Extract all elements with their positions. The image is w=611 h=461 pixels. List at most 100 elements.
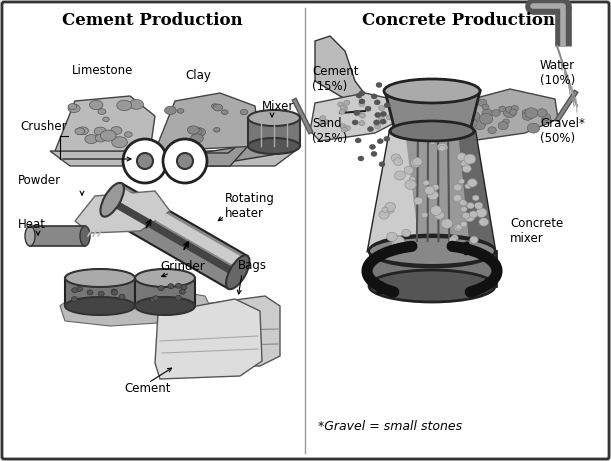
Polygon shape bbox=[155, 93, 260, 151]
Ellipse shape bbox=[375, 124, 381, 129]
Ellipse shape bbox=[527, 123, 540, 133]
Ellipse shape bbox=[111, 127, 122, 135]
Text: Concrete Production: Concrete Production bbox=[362, 12, 555, 30]
Polygon shape bbox=[114, 187, 246, 269]
Text: Bags: Bags bbox=[238, 260, 267, 272]
Ellipse shape bbox=[191, 134, 203, 143]
Ellipse shape bbox=[135, 269, 195, 287]
Ellipse shape bbox=[511, 106, 518, 111]
Ellipse shape bbox=[465, 183, 471, 189]
Ellipse shape bbox=[472, 195, 479, 201]
Polygon shape bbox=[103, 183, 247, 289]
Ellipse shape bbox=[338, 102, 344, 107]
Text: Concrete
mixer: Concrete mixer bbox=[510, 217, 563, 245]
Ellipse shape bbox=[391, 240, 402, 249]
Ellipse shape bbox=[94, 127, 106, 136]
Ellipse shape bbox=[344, 100, 350, 105]
Polygon shape bbox=[368, 131, 495, 251]
Ellipse shape bbox=[453, 195, 462, 201]
Ellipse shape bbox=[130, 100, 144, 109]
Ellipse shape bbox=[385, 202, 395, 212]
Text: Heat: Heat bbox=[18, 219, 46, 231]
Ellipse shape bbox=[112, 136, 128, 148]
Ellipse shape bbox=[180, 138, 189, 144]
Ellipse shape bbox=[390, 121, 474, 141]
Ellipse shape bbox=[464, 95, 475, 104]
Ellipse shape bbox=[384, 79, 480, 103]
Ellipse shape bbox=[345, 126, 351, 131]
Ellipse shape bbox=[359, 121, 365, 126]
Text: Rotating
heater: Rotating heater bbox=[225, 192, 275, 220]
Ellipse shape bbox=[510, 109, 517, 115]
Polygon shape bbox=[55, 96, 155, 151]
Ellipse shape bbox=[474, 121, 485, 130]
Ellipse shape bbox=[181, 285, 187, 290]
Ellipse shape bbox=[359, 101, 365, 106]
Text: Mixer: Mixer bbox=[262, 100, 295, 112]
Ellipse shape bbox=[457, 153, 467, 161]
Ellipse shape bbox=[65, 297, 135, 315]
Text: Sand
(25%): Sand (25%) bbox=[312, 117, 347, 145]
Ellipse shape bbox=[98, 291, 104, 296]
Ellipse shape bbox=[76, 286, 82, 291]
Ellipse shape bbox=[25, 226, 35, 246]
Ellipse shape bbox=[375, 121, 381, 126]
Text: Water
(10%): Water (10%) bbox=[540, 59, 575, 87]
Ellipse shape bbox=[384, 103, 390, 108]
Ellipse shape bbox=[375, 112, 381, 118]
Ellipse shape bbox=[408, 241, 414, 246]
Ellipse shape bbox=[95, 134, 106, 142]
Ellipse shape bbox=[384, 136, 390, 142]
Ellipse shape bbox=[320, 118, 326, 123]
Ellipse shape bbox=[464, 154, 476, 164]
Text: Cement Production: Cement Production bbox=[62, 12, 243, 30]
Ellipse shape bbox=[213, 104, 222, 111]
Ellipse shape bbox=[379, 211, 389, 219]
Ellipse shape bbox=[100, 130, 116, 141]
Text: Cement
(15%): Cement (15%) bbox=[312, 65, 359, 93]
Ellipse shape bbox=[427, 190, 439, 200]
Text: Crusher: Crusher bbox=[20, 119, 67, 132]
Ellipse shape bbox=[359, 113, 365, 118]
Ellipse shape bbox=[393, 158, 403, 165]
Ellipse shape bbox=[354, 111, 360, 116]
Ellipse shape bbox=[482, 104, 489, 110]
Ellipse shape bbox=[537, 109, 547, 117]
Ellipse shape bbox=[449, 236, 456, 243]
Ellipse shape bbox=[111, 289, 117, 294]
Ellipse shape bbox=[369, 235, 495, 267]
Ellipse shape bbox=[358, 156, 364, 161]
Text: Powder: Powder bbox=[18, 175, 61, 188]
Ellipse shape bbox=[469, 211, 478, 218]
Ellipse shape bbox=[98, 109, 106, 114]
Ellipse shape bbox=[221, 110, 228, 114]
Ellipse shape bbox=[393, 236, 404, 246]
Ellipse shape bbox=[175, 296, 181, 300]
Ellipse shape bbox=[137, 153, 153, 169]
Ellipse shape bbox=[498, 122, 508, 130]
Ellipse shape bbox=[461, 160, 469, 167]
Ellipse shape bbox=[340, 105, 346, 110]
Polygon shape bbox=[200, 139, 295, 166]
Ellipse shape bbox=[320, 116, 326, 121]
Ellipse shape bbox=[158, 286, 164, 290]
Text: Clay: Clay bbox=[185, 70, 211, 83]
Ellipse shape bbox=[464, 213, 475, 222]
Text: Limestone: Limestone bbox=[72, 65, 133, 77]
Ellipse shape bbox=[71, 297, 78, 301]
Ellipse shape bbox=[492, 110, 500, 116]
Ellipse shape bbox=[213, 128, 220, 132]
Ellipse shape bbox=[75, 128, 84, 135]
Ellipse shape bbox=[434, 211, 444, 219]
Ellipse shape bbox=[177, 109, 184, 113]
Ellipse shape bbox=[425, 186, 434, 195]
Ellipse shape bbox=[462, 213, 470, 219]
Ellipse shape bbox=[488, 127, 496, 134]
Polygon shape bbox=[368, 131, 420, 251]
Ellipse shape bbox=[342, 127, 347, 132]
Ellipse shape bbox=[405, 180, 416, 189]
Ellipse shape bbox=[373, 120, 379, 125]
Ellipse shape bbox=[482, 109, 492, 118]
Ellipse shape bbox=[376, 83, 382, 88]
Polygon shape bbox=[60, 286, 210, 326]
